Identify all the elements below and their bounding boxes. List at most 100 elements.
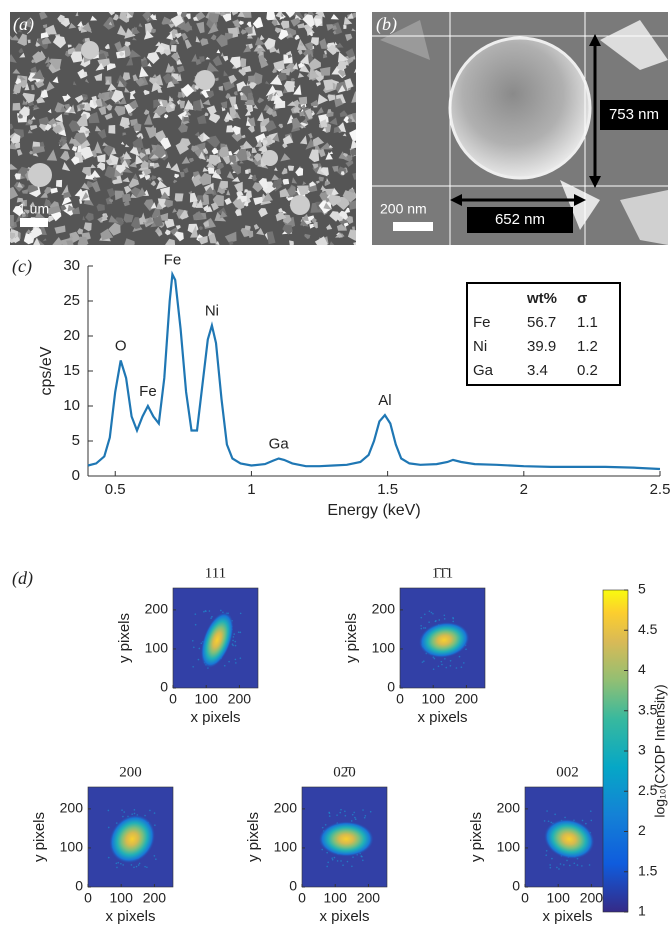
speckle <box>199 648 201 650</box>
speckle <box>136 866 138 868</box>
speckle <box>235 645 237 647</box>
speckle <box>325 824 327 826</box>
peak-label: Ga <box>269 435 290 452</box>
grain <box>266 10 276 21</box>
table-cell: 3.4 <box>527 362 548 379</box>
table-cell: Fe <box>473 314 491 331</box>
speckle <box>432 613 434 615</box>
y-tick-label: 200 <box>60 800 84 816</box>
speckle <box>577 864 579 866</box>
speckle <box>122 816 124 818</box>
speckle <box>337 860 339 862</box>
table-header: σ <box>577 290 587 307</box>
x-tick-label: 0.5 <box>105 481 126 498</box>
x-tick-label: 200 <box>455 691 479 707</box>
speckle <box>554 814 556 816</box>
table-cell: 1.1 <box>577 314 598 331</box>
speckle <box>445 667 447 669</box>
table-cell: 1.2 <box>577 338 598 355</box>
speckle <box>546 810 548 812</box>
speckle <box>424 613 426 615</box>
speckle <box>240 657 242 659</box>
speckle <box>345 815 347 817</box>
speckle <box>362 809 364 811</box>
speckle <box>340 809 342 811</box>
y-tick-label: 25 <box>63 292 80 309</box>
heatmap-title: 1̄1̄1 <box>432 565 453 581</box>
grain <box>195 70 215 90</box>
peak-label: Ni <box>205 302 219 319</box>
speckle <box>423 660 425 662</box>
scale-bar <box>393 222 433 231</box>
speckle <box>108 827 110 829</box>
speckle <box>546 850 548 852</box>
speckle <box>560 863 562 865</box>
grain <box>13 103 21 111</box>
x-tick-label: 200 <box>143 890 167 906</box>
peak-label: Fe <box>139 383 157 400</box>
speckle <box>116 863 118 865</box>
speckle <box>548 820 550 822</box>
scale-bar <box>20 218 48 227</box>
x-tick-label: 2 <box>520 481 528 498</box>
speckle <box>235 662 237 664</box>
y-axis-label: y pixels <box>116 613 133 663</box>
speckle <box>438 619 440 621</box>
speckle <box>569 865 571 867</box>
speckle <box>210 617 212 619</box>
colorbar-tick-label: 2 <box>638 822 646 838</box>
speckle <box>329 815 331 817</box>
y-tick-label: 0 <box>289 878 297 894</box>
peak-label: O <box>115 337 127 354</box>
speckle <box>353 812 355 814</box>
speckle <box>465 649 467 651</box>
speckle <box>444 658 446 660</box>
speckle <box>195 613 197 615</box>
grain <box>343 25 346 29</box>
y-axis-label: y pixels <box>343 613 360 663</box>
y-tick-label: 100 <box>274 839 298 855</box>
speckle <box>240 613 242 615</box>
speckle <box>585 823 587 825</box>
speckle <box>234 641 236 643</box>
heatmap-title: 200 <box>119 764 142 780</box>
grain <box>123 83 126 87</box>
speckle <box>431 612 433 614</box>
speckle <box>590 820 592 822</box>
speckle <box>563 864 565 866</box>
speckle <box>340 860 342 862</box>
speckle <box>146 866 148 868</box>
colorbar-tick-label: 1.5 <box>638 862 658 878</box>
speckle <box>232 640 234 642</box>
speckle <box>354 817 356 819</box>
y-tick-label: 0 <box>387 679 395 695</box>
x-tick-label: 200 <box>228 691 252 707</box>
grain <box>4 215 14 227</box>
grain <box>108 125 115 134</box>
x-tick-label: 2.5 <box>650 481 670 498</box>
speckle <box>233 636 235 638</box>
speckle <box>238 631 240 633</box>
x-axis-label: Energy (keV) <box>327 502 420 519</box>
y-tick-label: 15 <box>63 362 80 379</box>
speckle <box>581 865 583 867</box>
speckle <box>429 610 431 612</box>
particle <box>450 38 590 178</box>
speckle <box>329 812 331 814</box>
speckle <box>361 856 363 858</box>
grain <box>262 150 278 166</box>
grain <box>150 163 154 166</box>
speckle <box>441 661 443 663</box>
speckle <box>121 809 123 811</box>
panel-label: (b) <box>376 14 397 35</box>
panel-label: (a) <box>13 14 34 35</box>
x-tick-label: 0 <box>396 691 404 707</box>
colorbar-tick-label: 4 <box>638 661 646 677</box>
speckle <box>423 627 425 629</box>
speckle <box>334 857 336 859</box>
speckle <box>108 810 110 812</box>
speckle <box>342 864 344 866</box>
speckle <box>428 621 430 623</box>
speckle <box>122 864 124 866</box>
speckle <box>321 849 323 851</box>
